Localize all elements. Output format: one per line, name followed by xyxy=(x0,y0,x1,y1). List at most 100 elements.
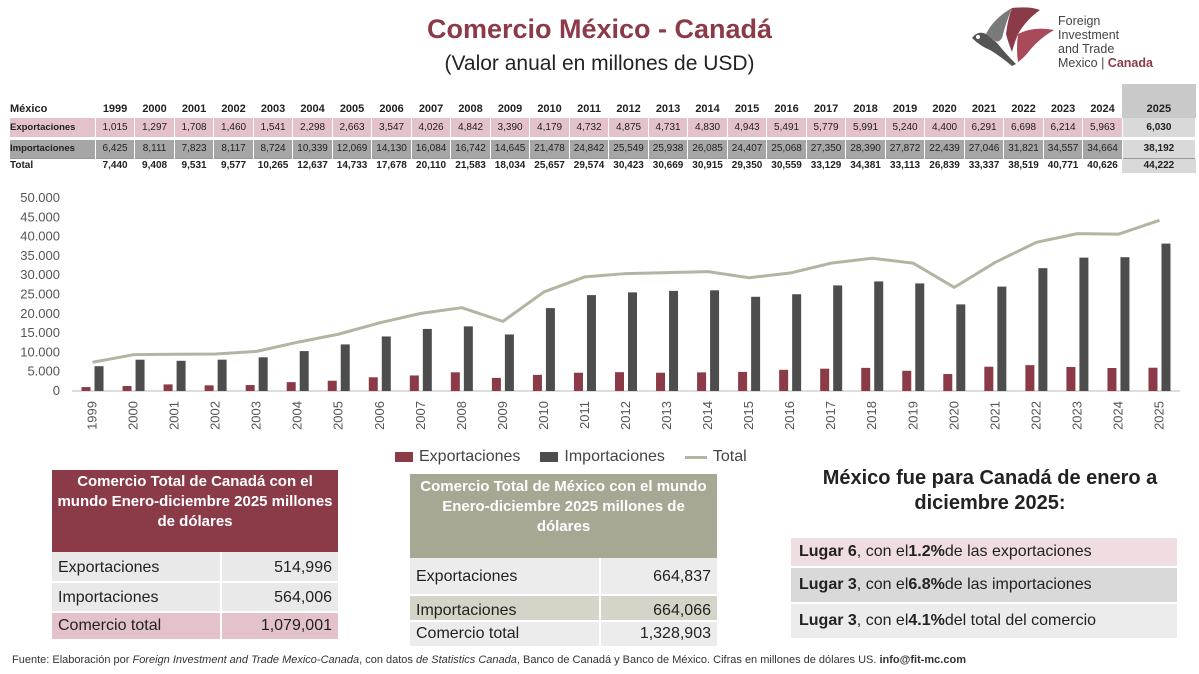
table-cell: 4,731 xyxy=(648,118,689,138)
table-cell: 17,678 xyxy=(371,157,412,173)
bar-exportaciones xyxy=(779,369,789,391)
table-cell: 9,408 xyxy=(134,157,175,173)
x-tick-label: 2004 xyxy=(290,401,305,430)
bar-exportaciones xyxy=(327,380,337,391)
table-cell: 4,943 xyxy=(727,118,768,138)
bar-exportaciones xyxy=(697,372,707,391)
table-row-label: Total xyxy=(10,157,96,173)
legend-item-imports: Importaciones xyxy=(540,448,665,466)
table-cell: 1,460 xyxy=(213,118,254,138)
table-year-header: 2013 xyxy=(655,103,681,115)
table-cell: 27,046 xyxy=(964,136,1005,158)
bar-importaciones xyxy=(1079,257,1089,391)
table-cell: 16,742 xyxy=(450,136,491,158)
y-tick-label: 45.000 xyxy=(20,209,60,224)
bar-importaciones xyxy=(997,286,1007,391)
x-tick-label: 2017 xyxy=(823,401,838,430)
contact-email-link[interactable]: info@fit-mc.com xyxy=(879,654,966,666)
y-tick-label: 40.000 xyxy=(20,229,60,244)
trade-data-table: México 1999 2000 2001 2002 2003 2004 2005 2006 2… xyxy=(10,84,1197,173)
table-year-header: 2010 xyxy=(537,103,562,115)
bar-importaciones xyxy=(299,351,309,391)
canada-box-row: Comercio total 1,079,001 xyxy=(52,613,338,639)
bar-exportaciones xyxy=(738,371,748,391)
bar-importaciones xyxy=(463,326,473,391)
bar-exportaciones xyxy=(204,385,214,391)
table-cell: 38,192 xyxy=(1122,136,1197,158)
table-row-label: Exportaciones xyxy=(10,118,96,138)
line-total xyxy=(92,218,1160,364)
x-tick-label: 2024 xyxy=(1110,401,1125,430)
mexico-box-row: Exportaciones 664,837 xyxy=(410,558,717,596)
table-year-header: 2005 xyxy=(339,103,365,115)
table-year-header: 2007 xyxy=(418,103,444,115)
source-footer: Fuente: Elaboración por Foreign Investme… xyxy=(12,654,966,666)
x-tick-label: 2009 xyxy=(495,401,510,430)
ranking-item-imports: Lugar 3, con el 6.8% de las importacione… xyxy=(791,568,1177,602)
table-year-header: 2012 xyxy=(616,103,641,115)
table-year-header: 2000 xyxy=(142,103,167,115)
table-row-imports: Importaciones 6,425 8,111 7,823 8,117 8,724 1… xyxy=(10,136,1197,158)
bar-importaciones xyxy=(874,281,884,391)
table-cell: 33,113 xyxy=(885,157,925,173)
bar-importaciones xyxy=(1120,257,1130,391)
bar-importaciones xyxy=(94,366,104,391)
bar-exportaciones xyxy=(532,374,542,391)
bar-exportaciones xyxy=(943,374,953,391)
bar-exportaciones xyxy=(122,385,132,391)
mexico-world-trade-box: Comercio Total de México con el mundo En… xyxy=(410,474,717,646)
table-cell: 4,732 xyxy=(569,118,610,138)
table-cell: 10,265 xyxy=(253,157,293,173)
x-tick-label: 2005 xyxy=(331,401,346,430)
mexico-box-row: Importaciones 664,066 xyxy=(410,596,717,622)
canada-box-row: Exportaciones 514,996 xyxy=(52,552,338,583)
table-cell: 18,034 xyxy=(490,157,530,173)
table-cell: 8,117 xyxy=(213,136,254,158)
table-cell: 14,645 xyxy=(490,136,531,158)
x-tick-label: 2023 xyxy=(1069,401,1084,430)
table-year-header: 2014 xyxy=(695,103,720,115)
bar-importaciones xyxy=(422,328,432,391)
table-cell: 30,669 xyxy=(648,157,688,173)
bar-importaciones xyxy=(669,290,679,391)
bar-importaciones xyxy=(340,344,350,391)
ranking-item-total: Lugar 3, con el 4.1% del total del comer… xyxy=(791,604,1177,638)
bar-exportaciones xyxy=(656,372,666,391)
table-cell: 6,425 xyxy=(95,136,136,158)
bar-exportaciones xyxy=(368,377,378,391)
bar-exportaciones xyxy=(245,385,255,391)
x-tick-label: 2021 xyxy=(987,401,1002,430)
table-header-label: México xyxy=(10,103,48,115)
x-tick-label: 2012 xyxy=(618,401,633,430)
x-tick-label: 2013 xyxy=(659,401,674,430)
canada-world-trade-box: Comercio Total de Canadá con el mundo En… xyxy=(52,470,338,639)
bar-importaciones xyxy=(1038,268,1048,391)
legend-swatch-total xyxy=(684,455,707,459)
bar-importaciones xyxy=(176,360,186,391)
table-year-header: 2003 xyxy=(260,103,286,115)
table-cell: 24,407 xyxy=(727,136,768,158)
table-cell: 6,698 xyxy=(1003,118,1044,138)
bar-importaciones xyxy=(586,295,596,391)
table-year-header: 2002 xyxy=(221,103,246,115)
table-row-exports: Exportaciones 1,015 1,297 1,708 1,460 1,541 2… xyxy=(10,118,1197,138)
table-cell: 27,872 xyxy=(885,136,926,158)
table-year-header: 2011 xyxy=(577,103,601,115)
table-year-header: 2019 xyxy=(892,103,918,115)
bar-exportaciones xyxy=(615,372,624,391)
legend-swatch-imports xyxy=(540,452,559,462)
table-cell: 8,724 xyxy=(253,136,294,158)
x-tick-label: 2003 xyxy=(249,401,264,430)
table-cell: 28,390 xyxy=(845,136,886,158)
y-tick-label: 10.000 xyxy=(20,344,60,359)
table-year-header: 2022 xyxy=(1011,103,1036,115)
table-year-header: 2023 xyxy=(1050,103,1076,115)
table-cell: 25,657 xyxy=(529,157,570,173)
bar-exportaciones xyxy=(1066,367,1076,391)
table-cell: 29,350 xyxy=(727,157,767,173)
x-tick-label: 2014 xyxy=(700,401,715,430)
table-cell: 4,875 xyxy=(608,118,649,138)
table-year-header: 2004 xyxy=(300,103,325,115)
table-cell: 3,547 xyxy=(371,118,412,138)
bar-importaciones xyxy=(915,283,925,391)
